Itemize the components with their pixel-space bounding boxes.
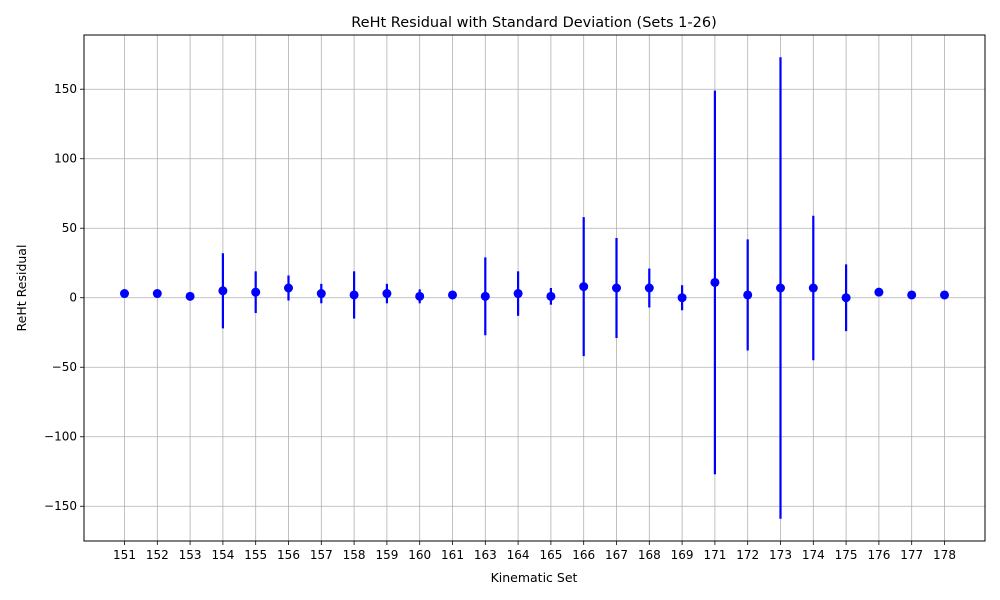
data-point (808, 283, 818, 293)
data-point (382, 289, 392, 299)
data-point (612, 283, 621, 293)
x-tick-label: 152 (146, 548, 169, 562)
plot-frame (83, 34, 986, 542)
x-tick-label: 169 (671, 548, 694, 562)
x-tick-label: 163 (474, 548, 497, 562)
data-point (907, 290, 917, 300)
y-tick-label: 50 (62, 221, 77, 235)
y-tick-label: 0 (69, 291, 77, 305)
x-tick-label: 165 (539, 548, 562, 562)
data-point (185, 291, 195, 301)
y-tick-label: −150 (44, 499, 77, 513)
data-point (546, 291, 556, 301)
data-point (349, 290, 359, 300)
y-tick-label: 100 (54, 152, 77, 166)
x-tick-label: 159 (375, 548, 398, 562)
x-tick-label: 151 (113, 548, 136, 562)
data-point (448, 290, 457, 300)
data-point (940, 290, 949, 300)
data-point (743, 290, 753, 300)
data-point (644, 283, 654, 293)
y-tick-label: 150 (54, 82, 77, 96)
x-tick-label: 178 (933, 548, 956, 562)
y-axis: −150 −100 −50 0 50 100 150 (44, 82, 84, 513)
data-point (841, 293, 851, 303)
x-tick-label: 173 (769, 548, 792, 562)
y-axis-label: ReHt Residual (14, 245, 29, 332)
data-point (120, 289, 129, 299)
data-point (579, 282, 589, 292)
x-tick-label: 172 (736, 548, 759, 562)
x-tick-label: 155 (244, 548, 267, 562)
data-point (284, 283, 293, 293)
x-tick-label: 153 (179, 548, 202, 562)
data-point (415, 291, 425, 301)
x-tick-label: 174 (802, 548, 825, 562)
data-point (874, 287, 884, 297)
data-point (218, 286, 228, 296)
x-tick-label: 157 (310, 548, 333, 562)
x-tick-label: 160 (408, 548, 431, 562)
y-tick-label: −50 (52, 360, 77, 374)
x-tick-label: 177 (900, 548, 923, 562)
x-tick-label: 176 (867, 548, 890, 562)
data-point (316, 289, 326, 299)
data-points (120, 277, 949, 303)
data-point (776, 283, 785, 293)
x-tick-label: 158 (343, 548, 366, 562)
x-axis: 151 152 153 154 155 156 157 158 159 160 161 163 164 1… (113, 541, 956, 562)
data-point (710, 277, 720, 287)
data-point (513, 289, 523, 299)
data-point (480, 291, 490, 301)
x-tick-label: 161 (441, 548, 464, 562)
data-point (251, 287, 261, 297)
x-tick-label: 175 (835, 548, 858, 562)
data-point (152, 289, 162, 299)
x-tick-label: 166 (572, 548, 595, 562)
y-tick-label: −100 (44, 430, 77, 444)
x-tick-label: 167 (605, 548, 628, 562)
data-point (677, 293, 687, 303)
x-axis-label: Kinematic Set (491, 570, 578, 585)
x-tick-label: 156 (277, 548, 300, 562)
x-tick-label: 154 (211, 548, 234, 562)
x-tick-label: 168 (638, 548, 661, 562)
chart-title: ReHt Residual with Standard Deviation (S… (351, 15, 717, 31)
x-tick-label: 171 (703, 548, 726, 562)
x-tick-label: 164 (507, 548, 530, 562)
